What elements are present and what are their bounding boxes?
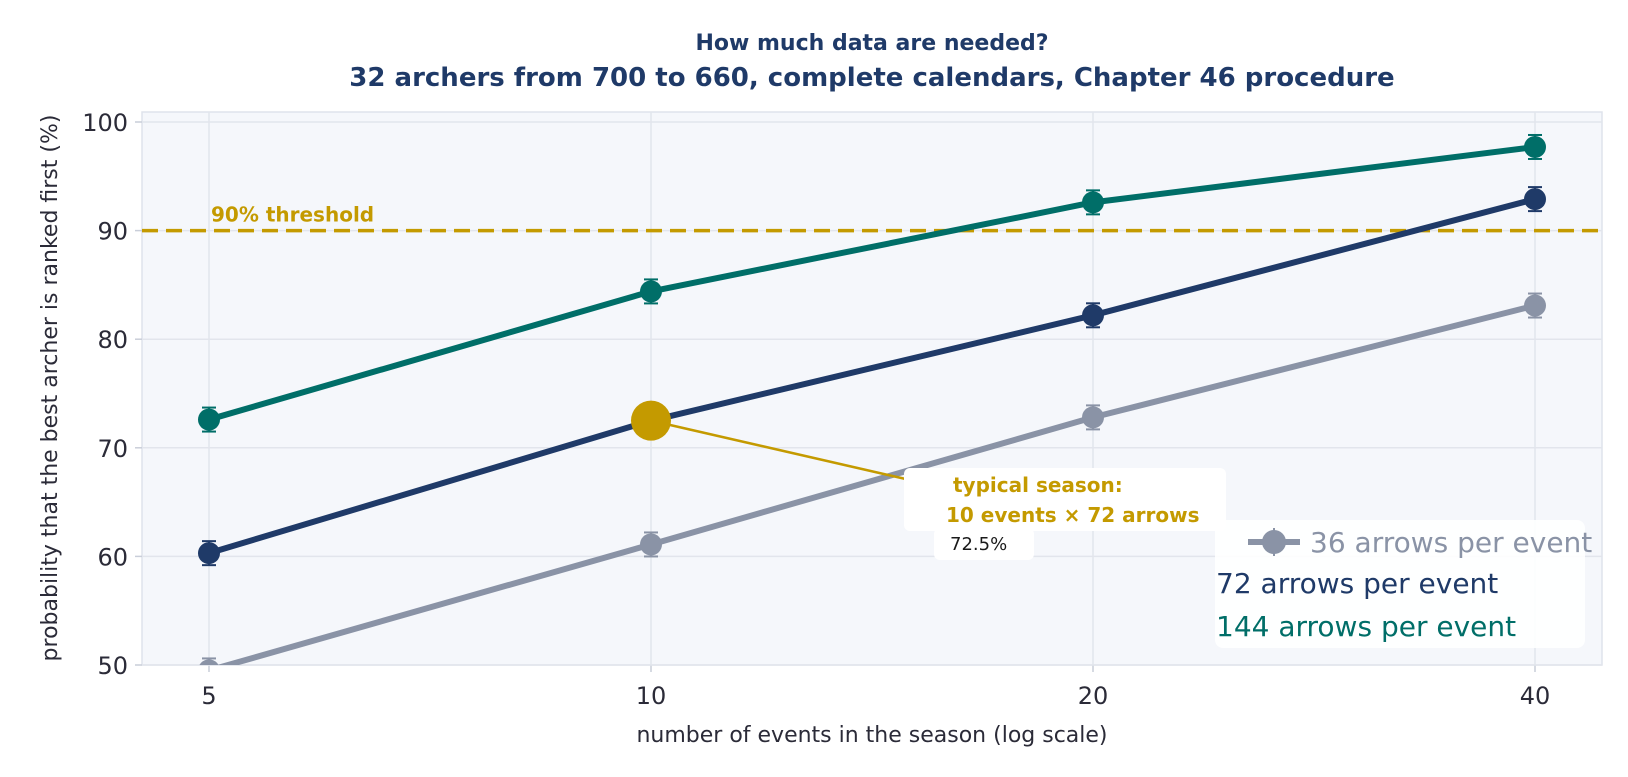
data-point	[1524, 135, 1546, 158]
data-point	[199, 659, 219, 665]
y-tick-label: 100	[82, 109, 128, 137]
data-point	[1082, 406, 1104, 429]
series-line	[208, 144, 1536, 423]
series-line	[217, 302, 1536, 665]
y-tick-label: 70	[97, 435, 128, 463]
x-axis-label: number of events in the season (log scal…	[636, 723, 1107, 748]
data-point	[198, 542, 220, 565]
legend-swatch-marker	[1262, 530, 1286, 554]
data-point	[640, 280, 662, 303]
legend-entry: 72 arrows per event	[1216, 567, 1498, 600]
tick-labels: 5 10 20 40 50 60 70 80 90 100	[82, 109, 1550, 710]
annotation-layer: typical season: 10 events × 72 arrows 72.5…	[631, 400, 1226, 560]
annotation-value: 72.5%	[950, 534, 1007, 555]
annotation-leader	[650, 419, 911, 482]
legend-box	[1215, 520, 1585, 648]
legend-entry: 36 arrows per event	[1310, 526, 1592, 559]
threshold-layer: 90% threshold	[142, 203, 1602, 233]
series-layer	[198, 133, 1546, 665]
x-tick-label: 5	[201, 682, 216, 710]
x-tick-label: 10	[636, 682, 667, 710]
x-tick-label: 20	[1078, 682, 1109, 710]
y-tick-label: 50	[97, 652, 128, 680]
chart-subtitle: 32 archers from 700 to 660, complete cal…	[349, 63, 1394, 93]
y-tick-label: 60	[97, 543, 128, 571]
series-36	[199, 292, 1546, 665]
annotation-line1: typical season:	[953, 473, 1123, 497]
chart-title: How much data are needed?	[695, 31, 1048, 56]
series-line	[208, 196, 1536, 557]
data-point	[1082, 304, 1104, 327]
threshold-label: 90% threshold	[211, 203, 374, 227]
data-point	[198, 408, 220, 431]
legend-entry: 144 arrows per event	[1216, 610, 1516, 643]
annotation-value-box	[934, 528, 1034, 560]
data-point	[1524, 294, 1546, 317]
data-point	[1082, 191, 1104, 214]
annotation-box	[904, 468, 1226, 531]
y-axis-label: probability that the best archer is rank…	[38, 115, 63, 662]
y-tick-label: 90	[97, 218, 128, 246]
data-point	[640, 533, 662, 556]
highlight-point	[631, 400, 671, 441]
data-point	[1524, 188, 1546, 211]
x-tick-label: 40	[1520, 682, 1551, 710]
legend: 36 arrows per event 72 arrows per event 14…	[1215, 520, 1592, 648]
annotation-line2: 10 events × 72 arrows	[946, 503, 1200, 527]
y-tick-label: 80	[97, 326, 128, 354]
series-144	[198, 133, 1546, 433]
